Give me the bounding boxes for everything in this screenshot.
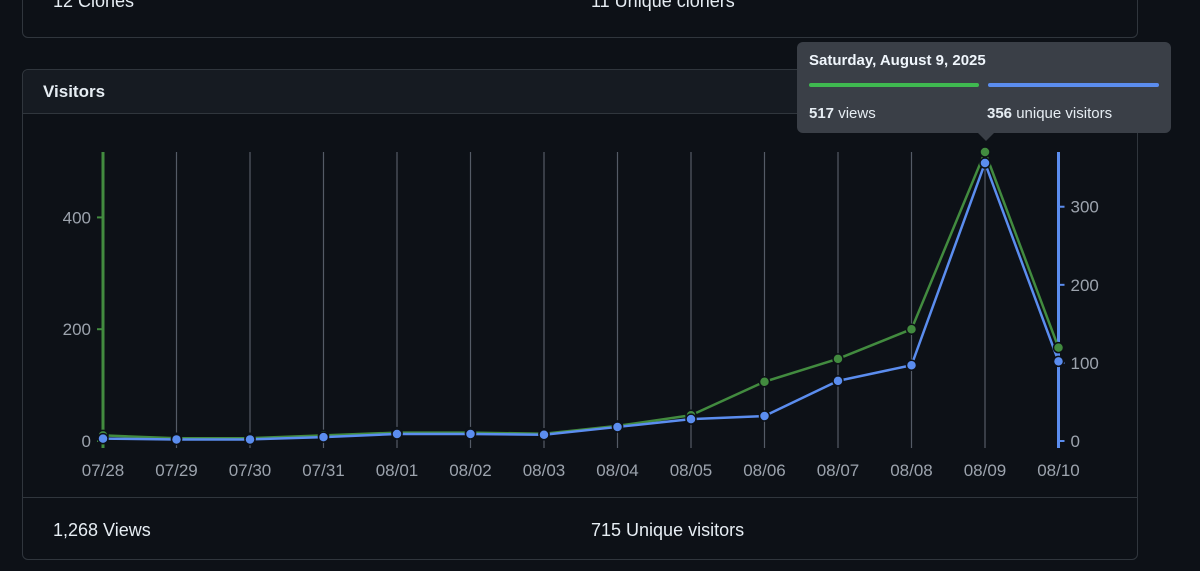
point-unique-visitors-07-28: [97, 432, 109, 445]
point-views-08-07: [832, 353, 844, 365]
x-tick-label-08-02: 08/02: [449, 461, 492, 480]
tooltip-unique-label: unique visitors: [1012, 105, 1113, 122]
clones-panel: 12 Clones 11 Unique cloners: [22, 0, 1138, 38]
x-tick-label-08-03: 08/03: [523, 461, 566, 480]
visitors-title: Visitors: [43, 82, 106, 101]
point-unique-visitors-08-02: [464, 428, 477, 440]
views-total: 1,268 Views: [53, 520, 151, 540]
x-tick-label-08-01: 08/01: [376, 461, 419, 480]
tooltip-views-label: views: [834, 105, 876, 122]
x-tick-label-07-28: 07/28: [82, 461, 125, 480]
left-tick-label-0: 0: [82, 432, 91, 451]
point-views-08-09: [979, 146, 991, 158]
point-unique-visitors-07-30: [244, 433, 256, 446]
point-unique-visitors-08-06: [758, 410, 771, 422]
tooltip-unique-swatch: [988, 83, 1159, 87]
tooltip-unique: 356 unique visitors: [987, 105, 1112, 122]
x-tick-label-08-06: 08/06: [743, 461, 786, 480]
point-unique-visitors-07-29: [170, 433, 183, 446]
right-tick-label-100: 100: [1071, 354, 1099, 373]
x-tick-label-08-10: 08/10: [1037, 461, 1080, 480]
point-views-08-06: [758, 375, 771, 388]
right-tick-label-300: 300: [1071, 198, 1099, 217]
point-unique-visitors-08-07: [832, 375, 844, 387]
point-unique-visitors-08-09: [979, 157, 991, 169]
point-views-08-08: [905, 323, 918, 335]
x-tick-label-07-29: 07/29: [155, 461, 198, 480]
point-unique-visitors-07-31: [317, 431, 330, 443]
x-tick-label-08-07: 08/07: [817, 461, 860, 480]
point-unique-visitors-08-08: [905, 359, 918, 372]
left-tick-label-200: 200: [63, 320, 91, 339]
x-tick-label-08-09: 08/09: [964, 461, 1007, 480]
point-views-08-10: [1052, 341, 1065, 354]
right-tick-label-200: 200: [1071, 276, 1099, 295]
unique-visitors-total: 715 Unique visitors: [591, 520, 745, 540]
x-tick-label-07-31: 07/31: [302, 461, 345, 480]
point-unique-visitors-08-04: [611, 421, 624, 433]
footer-divider: [23, 497, 1137, 498]
x-tick-label-08-08: 08/08: [890, 461, 933, 480]
point-unique-visitors-08-01: [391, 428, 403, 440]
point-unique-visitors-08-10: [1052, 355, 1065, 368]
tooltip-date: Saturday, August 9, 2025: [809, 52, 986, 69]
series-line-views: [102, 150, 1060, 440]
tooltip-views-swatch: [809, 83, 979, 87]
left-tick-label-400: 400: [63, 208, 91, 227]
point-unique-visitors-08-03: [538, 429, 550, 441]
tooltip-views-value: 517: [809, 105, 835, 122]
tooltip-views: 517 views: [809, 105, 876, 122]
chart-tooltip: Saturday, August 9, 2025 517 views 356 u…: [797, 42, 1171, 141]
right-tick-label-0: 0: [1071, 432, 1080, 451]
unique-cloners-count: 11 Unique cloners: [591, 0, 735, 11]
tooltip-unique-value: 356: [987, 105, 1013, 122]
point-unique-visitors-08-05: [685, 413, 697, 425]
x-tick-label-07-30: 07/30: [229, 461, 272, 480]
clones-count: 12 Clones: [53, 0, 135, 11]
series-line-unique-visitors: [102, 161, 1060, 441]
x-tick-label-08-05: 08/05: [670, 461, 713, 480]
x-tick-label-08-04: 08/04: [596, 461, 639, 480]
